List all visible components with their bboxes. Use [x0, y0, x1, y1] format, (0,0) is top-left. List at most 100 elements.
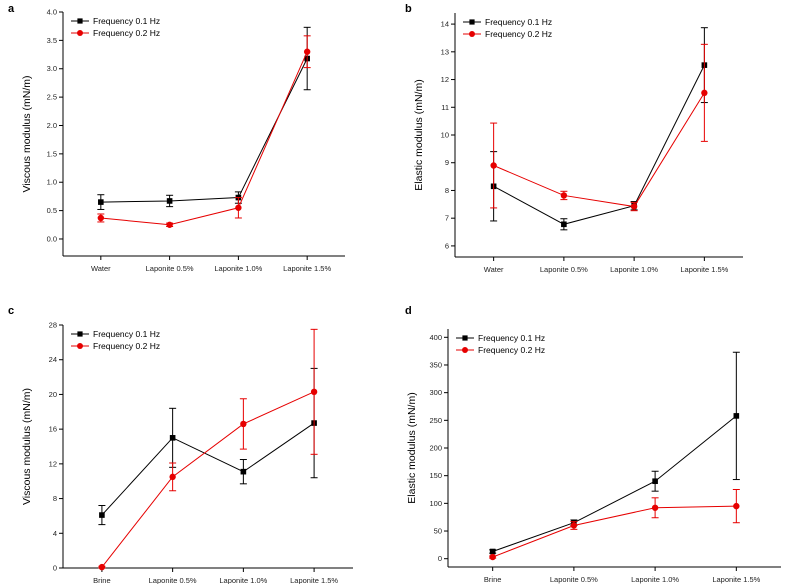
y-tick-label: 24	[49, 355, 57, 364]
legend-label: Frequency 0.2 Hz	[478, 345, 545, 355]
series-1	[490, 43, 708, 212]
data-point-square	[98, 199, 104, 205]
data-point-square	[240, 468, 247, 475]
series-1	[489, 489, 740, 561]
legend-label: Frequency 0.1 Hz	[485, 17, 552, 27]
y-tick-label: 0	[53, 564, 57, 573]
series-line	[493, 92, 705, 208]
y-tick-label: 4	[53, 529, 57, 538]
legend-entry: Frequency 0.1 Hz	[463, 17, 552, 27]
panel-letter: c	[8, 305, 14, 317]
y-axis-title: Viscous modulus (mN/m)	[21, 75, 33, 192]
panel-letter: d	[405, 305, 412, 317]
y-tick-label: 150	[429, 471, 442, 480]
x-tick-label: Laponite 1.0%	[631, 575, 679, 584]
legend-marker	[77, 18, 83, 24]
chart-panel-b: b 6 7 8 9 10 11 12 13 14 Water Laponite 0.5% Laponit…	[405, 3, 743, 274]
x-tick-label: Brine	[93, 576, 111, 584]
y-tick-label: 350	[429, 360, 442, 369]
series-line	[100, 51, 308, 226]
y-tick-label: 50	[434, 527, 442, 536]
y-tick-label: 12	[441, 75, 449, 84]
data-point-square	[166, 198, 173, 204]
data-point-circle	[651, 504, 659, 511]
series-0	[490, 27, 708, 231]
y-tick-label: 1.5	[47, 149, 57, 158]
y-tick-label: 3.0	[47, 64, 57, 73]
series-line	[493, 64, 705, 225]
y-tick-label: 9	[445, 158, 449, 167]
legend-marker	[469, 31, 475, 37]
data-point-circle	[733, 502, 740, 510]
y-tick-label: 3.5	[47, 36, 57, 45]
y-axis-title: Elastic modulus (mN/m)	[413, 79, 425, 190]
y-tick-label: 2.0	[47, 121, 57, 130]
data-point-square	[489, 548, 496, 555]
legend-entry: Frequency 0.2 Hz	[463, 29, 552, 39]
y-tick-label: 1.0	[47, 178, 57, 187]
x-tick-label: Laponite 1.5%	[712, 575, 760, 584]
data-point-circle	[570, 522, 578, 529]
legend-marker	[77, 30, 83, 36]
data-point-circle	[166, 221, 173, 228]
data-point-circle	[489, 553, 496, 561]
y-axis-title: Viscous modulus (mN/m)	[21, 388, 33, 505]
x-tick-label: Laponite 1.5%	[283, 264, 331, 273]
x-tick-label: Brine	[484, 575, 502, 584]
data-point-square	[733, 413, 740, 419]
data-point-circle	[97, 214, 105, 222]
legend-label: Frequency 0.1 Hz	[93, 329, 160, 339]
series-0	[97, 26, 311, 210]
legend-marker	[462, 347, 468, 353]
x-tick-label: Laponite 1.5%	[680, 265, 728, 274]
data-point-circle	[630, 203, 638, 210]
y-tick-label: 13	[441, 47, 449, 56]
data-point-square	[169, 435, 176, 441]
data-point-circle	[310, 388, 318, 396]
series-0	[489, 351, 740, 555]
data-point-circle	[701, 89, 708, 97]
y-tick-label: 4.0	[47, 8, 57, 17]
data-point-circle	[169, 473, 176, 481]
x-tick-label: Laponite 1.0%	[219, 576, 267, 584]
legend-entry: Frequency 0.2 Hz	[456, 345, 545, 355]
y-tick-label: 250	[429, 416, 442, 425]
legend-entry: Frequency 0.1 Hz	[71, 329, 160, 339]
series-line	[492, 415, 737, 552]
legend-label: Frequency 0.2 Hz	[93, 28, 160, 38]
x-tick-label: Laponite 0.5%	[540, 265, 588, 274]
chart-panel-c: c 0 4 8 12 16 20 24 28 Brine Laponite 0.5% Laponite…	[8, 305, 353, 584]
series-line	[492, 505, 737, 558]
y-tick-label: 10	[441, 131, 449, 140]
data-point-circle	[98, 563, 106, 571]
legend-label: Frequency 0.2 Hz	[93, 341, 160, 351]
y-tick-label: 2.5	[47, 93, 57, 102]
data-point-square	[561, 221, 567, 228]
chart-panel-d: d 0 50 100 150 200 250 300 350 400 Brine Laponite 0…	[405, 305, 781, 584]
series-0	[98, 367, 318, 526]
y-tick-label: 28	[49, 321, 57, 330]
y-tick-label: 12	[49, 459, 57, 468]
x-tick-label: Laponite 0.5%	[149, 576, 197, 584]
chart-panel-a: a 0.0 0.5 1.0 1.5 2.0 2.5 3.0 3.5 4.0 Water Laponit…	[8, 3, 345, 273]
legend-entry: Frequency 0.1 Hz	[71, 16, 160, 26]
y-axis-title: Elastic modulus (mN/m)	[406, 392, 418, 503]
data-point-circle	[490, 162, 497, 169]
x-tick-label: Water	[91, 264, 111, 273]
legend-label: Frequency 0.1 Hz	[93, 16, 160, 26]
x-tick-label: Laponite 1.0%	[610, 265, 658, 274]
data-point-square	[652, 478, 658, 485]
x-tick-label: Laponite 0.5%	[146, 264, 194, 273]
panel-letter: b	[405, 3, 412, 15]
legend-marker	[462, 335, 468, 341]
y-tick-label: 400	[429, 333, 442, 342]
series-1	[98, 328, 318, 571]
x-tick-label: Laponite 0.5%	[550, 575, 598, 584]
panel-letter: a	[8, 3, 15, 15]
legend-label: Frequency 0.1 Hz	[478, 333, 545, 343]
y-tick-label: 0	[438, 554, 442, 563]
data-point-circle	[240, 420, 247, 428]
y-tick-label: 200	[429, 444, 442, 453]
series-1	[97, 35, 311, 228]
